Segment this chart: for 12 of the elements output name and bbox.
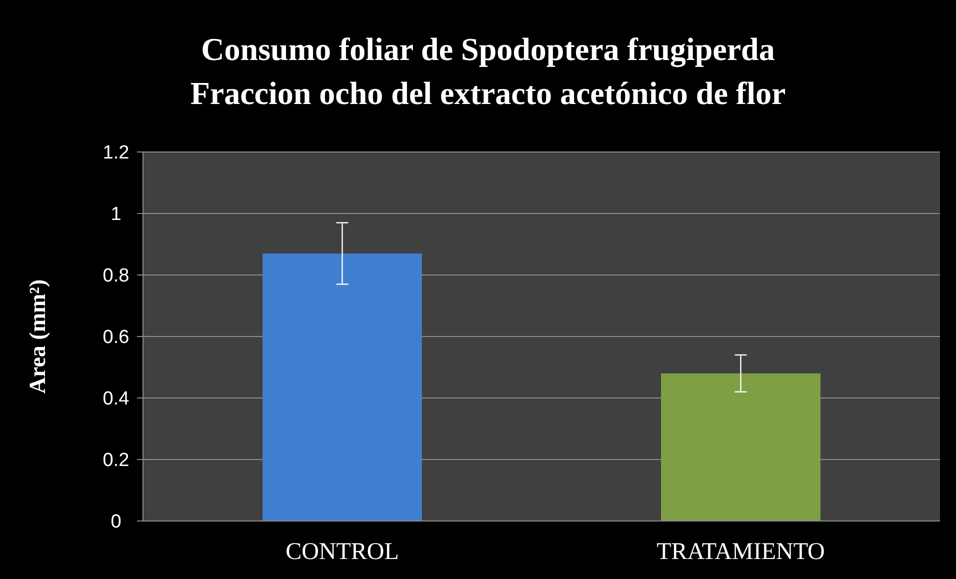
- y-tick-label: 1: [110, 204, 122, 226]
- x-tick-label: CONTROL: [286, 539, 399, 565]
- x-tick-label: TRATAMIENTO: [656, 539, 825, 565]
- y-tick-label: 0.4: [102, 388, 130, 410]
- chart-subtitle: Fraccion ocho del extracto acetónico de flor: [190, 75, 786, 111]
- y-axis-title: Area (mm²): [25, 279, 50, 394]
- y-tick-label: 0: [110, 512, 122, 533]
- y-tick-label: 0.6: [102, 327, 130, 348]
- y-tick-label: 0.8: [102, 266, 130, 287]
- chart-title: Consumo foliar de Spodoptera frugiperda: [201, 31, 775, 68]
- y-tick-label: 0.2: [102, 450, 130, 472]
- y-tick-label: 1.2: [102, 142, 130, 164]
